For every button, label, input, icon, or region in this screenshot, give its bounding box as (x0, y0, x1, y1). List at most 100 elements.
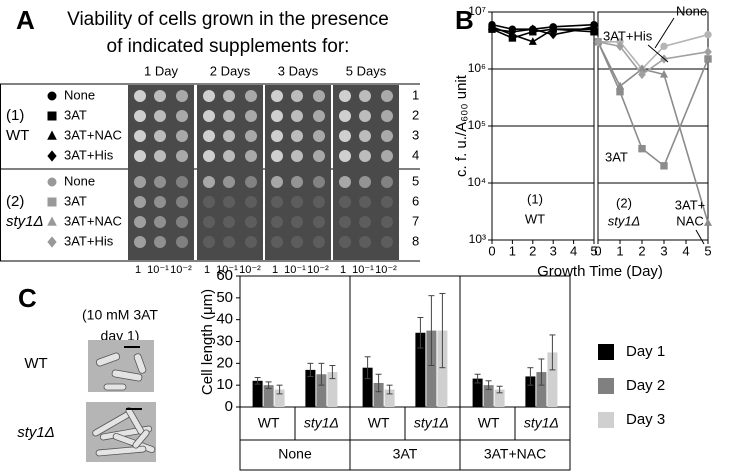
marker (47, 150, 57, 162)
y-tick-label: 60 (216, 267, 233, 284)
spot (313, 176, 325, 188)
error-bar (439, 292, 446, 369)
spot (291, 150, 303, 162)
spot (291, 90, 303, 102)
marker (660, 42, 668, 51)
strain-name: sty1Δ (6, 213, 44, 230)
spot (381, 236, 393, 248)
spot (313, 150, 325, 162)
caption: (10 mM 3AT (82, 307, 158, 323)
y-tick-label: 10⁴ (467, 175, 486, 189)
spot (223, 176, 235, 188)
row-number: 2 (412, 107, 419, 122)
bar (316, 374, 327, 407)
spot (203, 196, 215, 208)
legend-label: Day 1 (626, 343, 665, 360)
marker (616, 41, 624, 51)
spot (154, 216, 166, 228)
dilution-label: 1 (272, 264, 278, 276)
spot (223, 150, 235, 162)
annotation: 3AT (605, 149, 628, 164)
y-tick-label: 10⁶ (468, 61, 486, 75)
row-number: 7 (412, 213, 419, 228)
spot (245, 196, 257, 208)
marker (528, 37, 537, 45)
spot (176, 216, 188, 228)
cell (95, 445, 147, 457)
spot (339, 150, 351, 162)
error-bar (417, 316, 424, 349)
marker (615, 81, 625, 90)
spot (134, 216, 146, 228)
caption: day 1) (101, 328, 140, 344)
spot (291, 130, 303, 142)
x-axis-label: Growth Time (Day) (537, 263, 663, 280)
y-tick-label: 10⁵ (468, 118, 486, 132)
spot (223, 90, 235, 102)
spot (339, 110, 351, 122)
group-label: 3AT+NAC (484, 446, 546, 462)
row-number: 6 (412, 193, 419, 208)
y-tick-label: 30 (216, 332, 233, 349)
spot (203, 150, 215, 162)
marker (47, 130, 57, 140)
annotation: WT (525, 211, 545, 226)
row-label: 3AT (64, 107, 87, 122)
spot (359, 150, 371, 162)
spot (223, 130, 235, 142)
bar (415, 332, 426, 407)
spot (359, 176, 371, 188)
cell (95, 352, 121, 367)
spot (381, 110, 393, 122)
bar (384, 389, 395, 407)
error-bar (276, 384, 283, 395)
bar (536, 372, 547, 407)
marker (488, 24, 496, 34)
spot (134, 196, 146, 208)
spot (271, 150, 283, 162)
spot (223, 196, 235, 208)
bar (274, 389, 285, 407)
marker (594, 37, 602, 47)
spot (359, 110, 371, 122)
marker (47, 177, 57, 187)
x-tick-label: WT (478, 415, 500, 431)
spot (339, 216, 351, 228)
error-bar (254, 377, 261, 385)
x-tick-label: 3 (660, 243, 667, 258)
spot (359, 196, 371, 208)
row-label: 3AT+His (64, 147, 114, 162)
spot (176, 150, 188, 162)
marker (704, 30, 712, 39)
bar (547, 352, 558, 407)
bar (494, 389, 505, 407)
plot-frame (239, 275, 571, 471)
legend-label: Day 2 (626, 377, 665, 394)
y-tick-label: 10 (216, 376, 233, 393)
spot (271, 176, 283, 188)
dilution-label: 10⁻¹ (352, 264, 374, 276)
x-tick-label: WT (368, 415, 390, 431)
spot (176, 236, 188, 248)
dilution-label: 1 (135, 264, 141, 276)
marker (638, 144, 646, 153)
spot (176, 90, 188, 102)
spot (154, 196, 166, 208)
x-tick-label: sty1Δ (414, 415, 449, 431)
error-bar (538, 358, 545, 386)
row-number: 1 (412, 87, 419, 102)
error-bar (318, 362, 325, 386)
annotation: (1) (527, 191, 543, 206)
x-tick-label: 0 (488, 243, 495, 258)
marker (528, 24, 537, 34)
spot (313, 216, 325, 228)
panel-title: Viability of cells grown in the presence (67, 9, 389, 30)
x-tick-label: 5 (704, 243, 711, 258)
bar (263, 385, 274, 407)
marker (549, 30, 558, 40)
x-tick-label: 1 (509, 243, 516, 258)
spot (339, 196, 351, 208)
image-label: WT (24, 355, 47, 372)
row-label: None (64, 87, 95, 102)
bar (426, 330, 437, 407)
